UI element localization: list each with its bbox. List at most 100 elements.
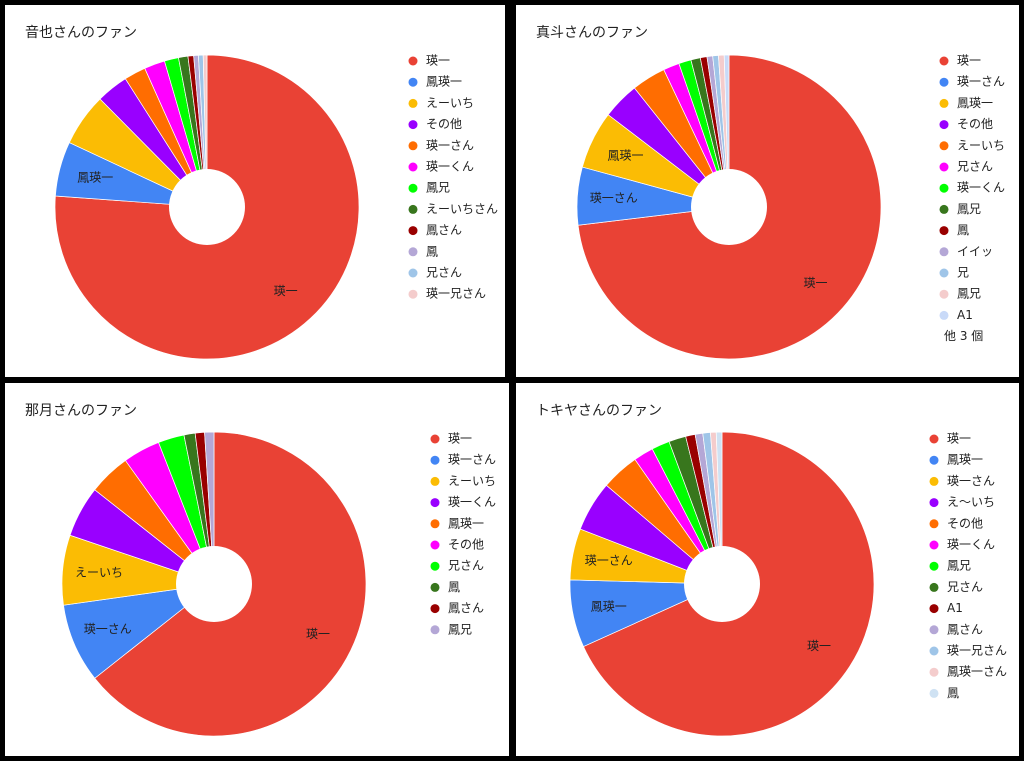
legend-label: えーいち bbox=[426, 96, 474, 110]
legend-label: その他 bbox=[426, 117, 462, 131]
legend-label: 瑛一くん bbox=[448, 495, 496, 509]
legend-label: 鳳瑛一 bbox=[957, 96, 993, 110]
legend-label: 鳳 bbox=[957, 223, 969, 237]
legend-marker bbox=[939, 77, 949, 87]
legend-label: 鳳さん bbox=[426, 223, 462, 237]
legend-marker bbox=[929, 434, 939, 444]
legend-marker bbox=[430, 455, 440, 465]
pie-slice bbox=[723, 54, 730, 208]
legend-label: 瑛一 bbox=[448, 432, 472, 446]
legend-marker bbox=[408, 141, 418, 151]
chart-title: 音也さんのファン bbox=[25, 24, 137, 41]
legend-label: えーいち bbox=[957, 138, 1005, 152]
slice-label: 鳳瑛一 bbox=[591, 599, 627, 613]
legend-label: えーいち bbox=[448, 474, 496, 488]
donut-hole bbox=[169, 169, 245, 245]
legend-marker bbox=[430, 434, 440, 444]
donut-hole bbox=[691, 169, 767, 245]
legend-marker bbox=[929, 519, 939, 529]
legend-marker bbox=[408, 98, 418, 108]
legend-marker bbox=[939, 289, 949, 299]
legend-label: 瑛一 bbox=[947, 432, 971, 446]
legend-label: 瑛一 bbox=[957, 54, 981, 68]
legend-label: 瑛一さん bbox=[448, 453, 496, 467]
legend-marker bbox=[929, 498, 939, 508]
legend-label: 瑛一さん bbox=[957, 75, 1005, 89]
legend-marker bbox=[929, 582, 939, 592]
legend-marker bbox=[929, 625, 939, 635]
legend-label: 瑛一くん bbox=[426, 160, 474, 174]
legend-marker bbox=[929, 455, 939, 465]
legend-marker bbox=[430, 498, 440, 508]
legend-marker bbox=[929, 688, 939, 698]
legend-label: 鳳瑛一 bbox=[426, 75, 462, 89]
chart-panel: 真斗さんのファン瑛一瑛一さん鳳瑛一瑛一瑛一さん鳳瑛一その他えーいち兄さん瑛一くん… bbox=[516, 5, 1019, 377]
legend-marker bbox=[408, 247, 418, 257]
slice-label: 瑛一 bbox=[807, 639, 831, 653]
legend-label: 鳳 bbox=[448, 580, 460, 594]
legend-marker bbox=[430, 561, 440, 571]
legend-label: えーいちさん bbox=[426, 202, 498, 216]
legend-label: 兄さん bbox=[426, 266, 462, 280]
chart-title: トキヤさんのファン bbox=[536, 403, 662, 419]
legend-label: 鳳瑛一さん bbox=[947, 665, 1007, 679]
legend-marker bbox=[408, 162, 418, 172]
legend-marker bbox=[929, 646, 939, 656]
pie-slice bbox=[204, 431, 215, 585]
chart-panel: 那月さんのファン瑛一瑛一さんえーいち瑛一瑛一さんえーいち瑛一くん鳳瑛一その他兄さ… bbox=[5, 383, 509, 756]
legend-label: その他 bbox=[448, 538, 484, 552]
legend-label: 鳳兄 bbox=[957, 287, 981, 301]
legend-label: 瑛一さん bbox=[426, 138, 474, 152]
legend-label: A1 bbox=[947, 601, 963, 615]
legend-marker bbox=[939, 141, 949, 151]
legend-label: A1 bbox=[957, 308, 973, 322]
legend-marker bbox=[939, 226, 949, 236]
chart-panel: トキヤさんのファン瑛一鳳瑛一瑛一さん瑛一鳳瑛一瑛一さんえ～いちその他瑛一くん鳳兄… bbox=[516, 383, 1019, 756]
legend-marker bbox=[430, 625, 440, 635]
legend-marker bbox=[929, 540, 939, 550]
slice-label: 瑛一 bbox=[306, 627, 330, 641]
legend-marker bbox=[939, 120, 949, 130]
legend-marker bbox=[430, 582, 440, 592]
legend-label: 鳳兄 bbox=[957, 202, 981, 216]
legend-marker bbox=[929, 561, 939, 571]
legend-marker bbox=[939, 310, 949, 320]
legend-label: イイッ bbox=[957, 244, 993, 258]
slice-label: えーいち bbox=[75, 566, 123, 580]
legend-marker bbox=[408, 289, 418, 299]
legend-label: 瑛一くん bbox=[947, 538, 995, 552]
legend-label: 瑛一兄さん bbox=[426, 287, 486, 301]
legend-marker bbox=[939, 268, 949, 278]
legend-marker bbox=[408, 77, 418, 87]
legend-more: 他 3 個 bbox=[944, 329, 983, 343]
legend-label: 兄さん bbox=[957, 160, 993, 174]
legend-label: 鳳 bbox=[426, 244, 438, 258]
legend-marker bbox=[430, 519, 440, 529]
donut-hole bbox=[684, 546, 760, 622]
legend-marker bbox=[939, 183, 949, 193]
legend-marker bbox=[929, 476, 939, 486]
legend-label: 瑛一さん bbox=[947, 474, 995, 488]
legend-marker bbox=[408, 226, 418, 236]
legend-marker bbox=[430, 540, 440, 550]
legend-label: 瑛一兄さん bbox=[947, 644, 1007, 658]
legend-marker bbox=[408, 268, 418, 278]
legend-marker bbox=[430, 476, 440, 486]
legend-marker bbox=[939, 56, 949, 66]
legend-marker bbox=[408, 183, 418, 193]
chart-title: 那月さんのファン bbox=[25, 403, 137, 419]
legend-label: 瑛一くん bbox=[957, 181, 1005, 195]
slice-label: 瑛一 bbox=[803, 276, 827, 290]
legend-label: 鳳 bbox=[947, 686, 959, 700]
legend-label: 鳳兄 bbox=[448, 622, 472, 636]
slice-label: 瑛一さん bbox=[590, 191, 638, 205]
chart-panel: 音也さんのファン瑛一鳳瑛一瑛一鳳瑛一えーいちその他瑛一さん瑛一くん鳳兄えーいちさ… bbox=[5, 5, 505, 377]
legend-marker bbox=[929, 667, 939, 677]
legend-marker bbox=[939, 162, 949, 172]
legend-label: その他 bbox=[957, 117, 993, 131]
slice-label: 鳳瑛一 bbox=[607, 148, 643, 162]
slice-label: 瑛一さん bbox=[585, 554, 633, 568]
legend-marker bbox=[408, 204, 418, 214]
slice-label: 瑛一 bbox=[274, 284, 298, 298]
